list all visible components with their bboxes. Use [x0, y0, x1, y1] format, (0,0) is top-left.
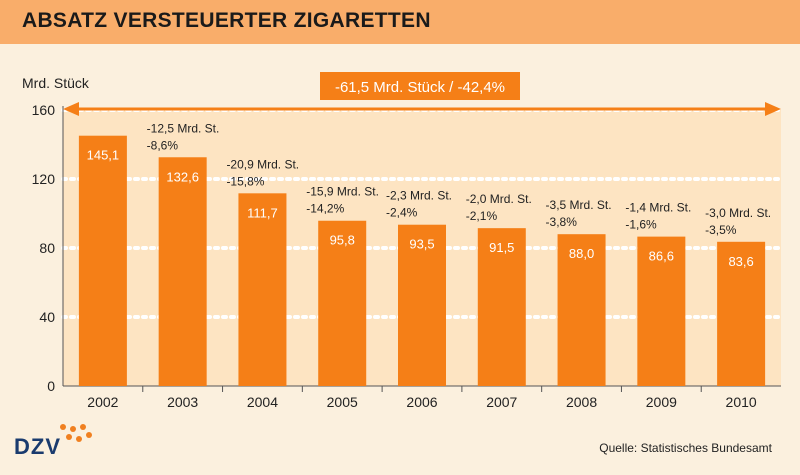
bar-value-label: 111,7 — [247, 205, 278, 220]
arrow-right-head — [765, 102, 781, 116]
x-tick-label: 2007 — [486, 394, 517, 410]
change-absolute-label: -15,9 Mrd. St. — [306, 185, 379, 199]
y-tick-label: 40 — [39, 309, 55, 325]
bar-value-label: 91,5 — [489, 240, 514, 255]
total-change-label: -61,5 Mrd. Stück / -42,4% — [335, 79, 505, 96]
bar — [78, 135, 127, 386]
change-percent-label: -8,6% — [147, 138, 179, 152]
change-percent-label: -3,5% — [705, 223, 737, 237]
bar — [557, 234, 606, 386]
bar-value-label: 86,6 — [649, 249, 674, 264]
y-tick-label: 0 — [47, 378, 55, 394]
logo-dot — [70, 426, 76, 432]
change-percent-label: -3,8% — [546, 215, 578, 229]
change-absolute-label: -3,5 Mrd. St. — [546, 198, 612, 212]
bar-value-label: 145,1 — [87, 148, 120, 163]
x-tick-label: 2005 — [327, 394, 358, 410]
bar — [717, 241, 766, 386]
logo-dot — [86, 432, 92, 438]
header-bar: ABSATZ VERSTEUERTER ZIGARETTEN — [0, 0, 800, 44]
x-tick-label: 2009 — [646, 394, 677, 410]
x-tick-label: 2006 — [406, 394, 437, 410]
x-axis-band — [63, 386, 781, 414]
bar — [318, 220, 367, 386]
logo-text: DZV — [14, 434, 61, 459]
bar-value-label: 93,5 — [409, 237, 434, 252]
source-note: Quelle: Statistisches Bundesamt — [599, 441, 772, 455]
arrow-left-head — [63, 102, 79, 116]
bar — [238, 193, 287, 386]
y-tick-label: 160 — [32, 102, 56, 118]
y-axis-label: Mrd. Stück — [22, 75, 89, 91]
logo-dot — [76, 436, 82, 442]
bar-value-label: 83,6 — [728, 254, 753, 269]
change-absolute-label: -2,3 Mrd. St. — [386, 189, 452, 203]
change-absolute-label: -3,0 Mrd. St. — [705, 206, 771, 220]
bar — [398, 224, 446, 386]
bar-value-label: 132,6 — [166, 169, 199, 184]
x-tick-label: 2003 — [167, 394, 198, 410]
bar — [158, 157, 207, 386]
change-absolute-label: -20,9 Mrd. St. — [226, 157, 299, 171]
x-tick-label: 2008 — [566, 394, 597, 410]
change-percent-label: -2,1% — [466, 209, 498, 223]
logo-dot — [66, 434, 72, 440]
change-absolute-label: -2,0 Mrd. St. — [466, 192, 532, 206]
change-absolute-label: -12,5 Mrd. St. — [147, 121, 220, 135]
x-tick-label: 2010 — [726, 394, 757, 410]
change-percent-label: -15,8% — [226, 174, 264, 188]
bar — [477, 228, 526, 386]
change-percent-label: -2,4% — [386, 206, 418, 220]
logo-dot — [80, 424, 86, 430]
y-tick-label: 120 — [32, 171, 56, 187]
y-tick-label: 80 — [39, 240, 55, 256]
x-tick-label: 2004 — [247, 394, 278, 410]
change-percent-label: -14,2% — [306, 202, 344, 216]
logo-dot — [60, 424, 66, 430]
bar-value-label: 95,8 — [330, 233, 355, 248]
change-absolute-label: -1,4 Mrd. St. — [625, 201, 691, 215]
total-change-box — [320, 72, 520, 100]
change-percent-label: -1,6% — [625, 218, 657, 232]
bar-value-label: 88,0 — [569, 246, 594, 261]
dzv-logo: DZV — [14, 422, 104, 462]
page-title: ABSATZ VERSTEUERTER ZIGARETTEN — [22, 9, 431, 32]
bar — [637, 236, 686, 386]
x-tick-label: 2002 — [87, 394, 118, 410]
